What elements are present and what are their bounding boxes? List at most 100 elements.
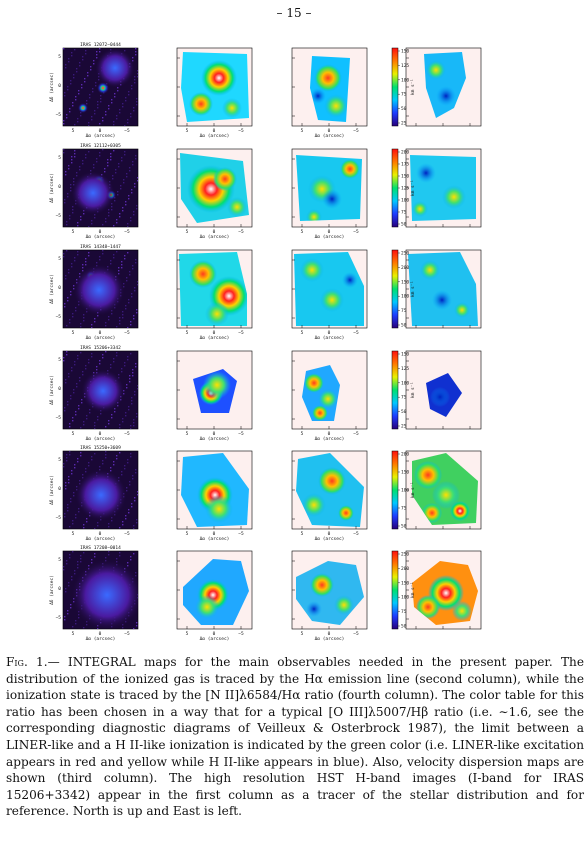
- noise-pixel: [90, 66, 92, 68]
- noise-pixel: [75, 96, 77, 98]
- noise-pixel: [88, 362, 90, 364]
- noise-pixel: [121, 474, 123, 476]
- noise-pixel: [117, 194, 119, 196]
- noise-pixel: [102, 224, 104, 226]
- y-tick-label: 0: [58, 285, 61, 291]
- noise-pixel: [108, 105, 110, 107]
- x-tick-label: 0: [99, 330, 102, 336]
- x-axis-label: Δα (arcsec): [200, 436, 230, 442]
- noise-pixel: [134, 497, 136, 499]
- noise-pixel: [83, 421, 85, 423]
- noise-pixel: [128, 406, 130, 408]
- noise-pixel: [70, 80, 72, 82]
- map-blob: [300, 258, 324, 282]
- x-tick-label: 5: [301, 330, 304, 336]
- noise-pixel: [82, 56, 84, 58]
- noise-pixel: [126, 387, 128, 389]
- noise-pixel: [96, 158, 98, 160]
- noise-pixel: [73, 77, 75, 79]
- noise-pixel: [132, 369, 134, 371]
- noise-pixel: [118, 163, 120, 165]
- noise-pixel: [77, 567, 79, 569]
- noise-pixel: [79, 65, 81, 67]
- noise-pixel: [91, 456, 93, 458]
- noise-pixel: [118, 270, 120, 272]
- map-blob: [302, 493, 326, 517]
- noise-pixel: [122, 524, 124, 526]
- noise-pixel: [121, 371, 123, 373]
- noise-pixel: [99, 51, 101, 53]
- noise-pixel: [80, 216, 82, 218]
- noise-pixel: [102, 120, 104, 122]
- noise-pixel: [128, 302, 130, 304]
- noise-pixel: [131, 189, 133, 191]
- noise-pixel: [108, 523, 110, 525]
- noise-pixel: [92, 88, 94, 90]
- noise-pixel: [124, 258, 126, 260]
- colorbar-tick-label: 50: [401, 222, 407, 228]
- map-blob: [430, 387, 450, 407]
- noise-pixel: [137, 491, 138, 493]
- noise-pixel: [67, 297, 69, 299]
- noise-pixel: [129, 481, 131, 483]
- noise-pixel: [92, 91, 94, 93]
- noise-pixel: [69, 322, 71, 324]
- x-axis-label: Δα (arcsec): [86, 636, 116, 642]
- noise-pixel: [64, 410, 66, 412]
- noise-pixel: [129, 484, 131, 486]
- colorbar-tick-label: 50: [401, 409, 407, 415]
- noise-pixel: [102, 460, 104, 462]
- map-blob: [436, 86, 456, 106]
- noise-pixel: [119, 109, 121, 111]
- map-blob: [189, 92, 213, 116]
- noise-pixel: [116, 352, 118, 354]
- noise-pixel: [130, 217, 132, 219]
- noise-pixel: [100, 98, 102, 100]
- noise-pixel: [70, 294, 72, 296]
- map-blob: [203, 371, 231, 399]
- noise-pixel: [124, 151, 126, 153]
- noise-pixel: [80, 219, 82, 221]
- noise-pixel: [79, 166, 81, 168]
- noise-pixel: [74, 361, 76, 363]
- noise-pixel: [127, 119, 129, 121]
- noise-pixel: [108, 212, 110, 214]
- noise-pixel: [99, 259, 101, 261]
- noise-pixel: [116, 251, 118, 253]
- noise-pixel: [108, 316, 110, 318]
- noise-pixel: [135, 51, 137, 53]
- noise-pixel: [119, 323, 121, 325]
- y-tick-label: −5: [56, 112, 62, 118]
- y-tick-label: −5: [56, 314, 62, 320]
- noise-pixel: [129, 167, 131, 169]
- noise-pixel: [80, 352, 82, 354]
- noise-pixel: [116, 455, 118, 457]
- noise-pixel: [113, 358, 115, 360]
- noise-pixel: [105, 218, 107, 220]
- noise-pixel: [67, 401, 69, 403]
- noise-pixel: [65, 485, 67, 487]
- noise-pixel: [85, 154, 87, 156]
- noise-pixel: [134, 500, 136, 502]
- noise-pixel: [78, 508, 80, 510]
- noise-pixel: [75, 620, 77, 622]
- colorbar-tick-label: 100: [401, 294, 409, 300]
- y-axis-label: Δδ (arcsec): [49, 475, 55, 505]
- noise-pixel: [73, 181, 75, 183]
- noise-pixel: [70, 501, 72, 503]
- noise-pixel: [126, 277, 128, 279]
- noise-pixel: [137, 385, 138, 387]
- noise-pixel: [76, 386, 78, 388]
- noise-pixel: [127, 223, 129, 225]
- noise-pixel: [65, 488, 67, 490]
- map-blob: [314, 64, 342, 92]
- noise-pixel: [67, 196, 69, 198]
- noise-pixel: [105, 557, 107, 559]
- noise-pixel: [75, 307, 77, 309]
- noise-pixel: [108, 554, 110, 556]
- noise-pixel: [93, 63, 95, 65]
- noise-pixel: [72, 520, 74, 522]
- noise-pixel: [114, 411, 116, 413]
